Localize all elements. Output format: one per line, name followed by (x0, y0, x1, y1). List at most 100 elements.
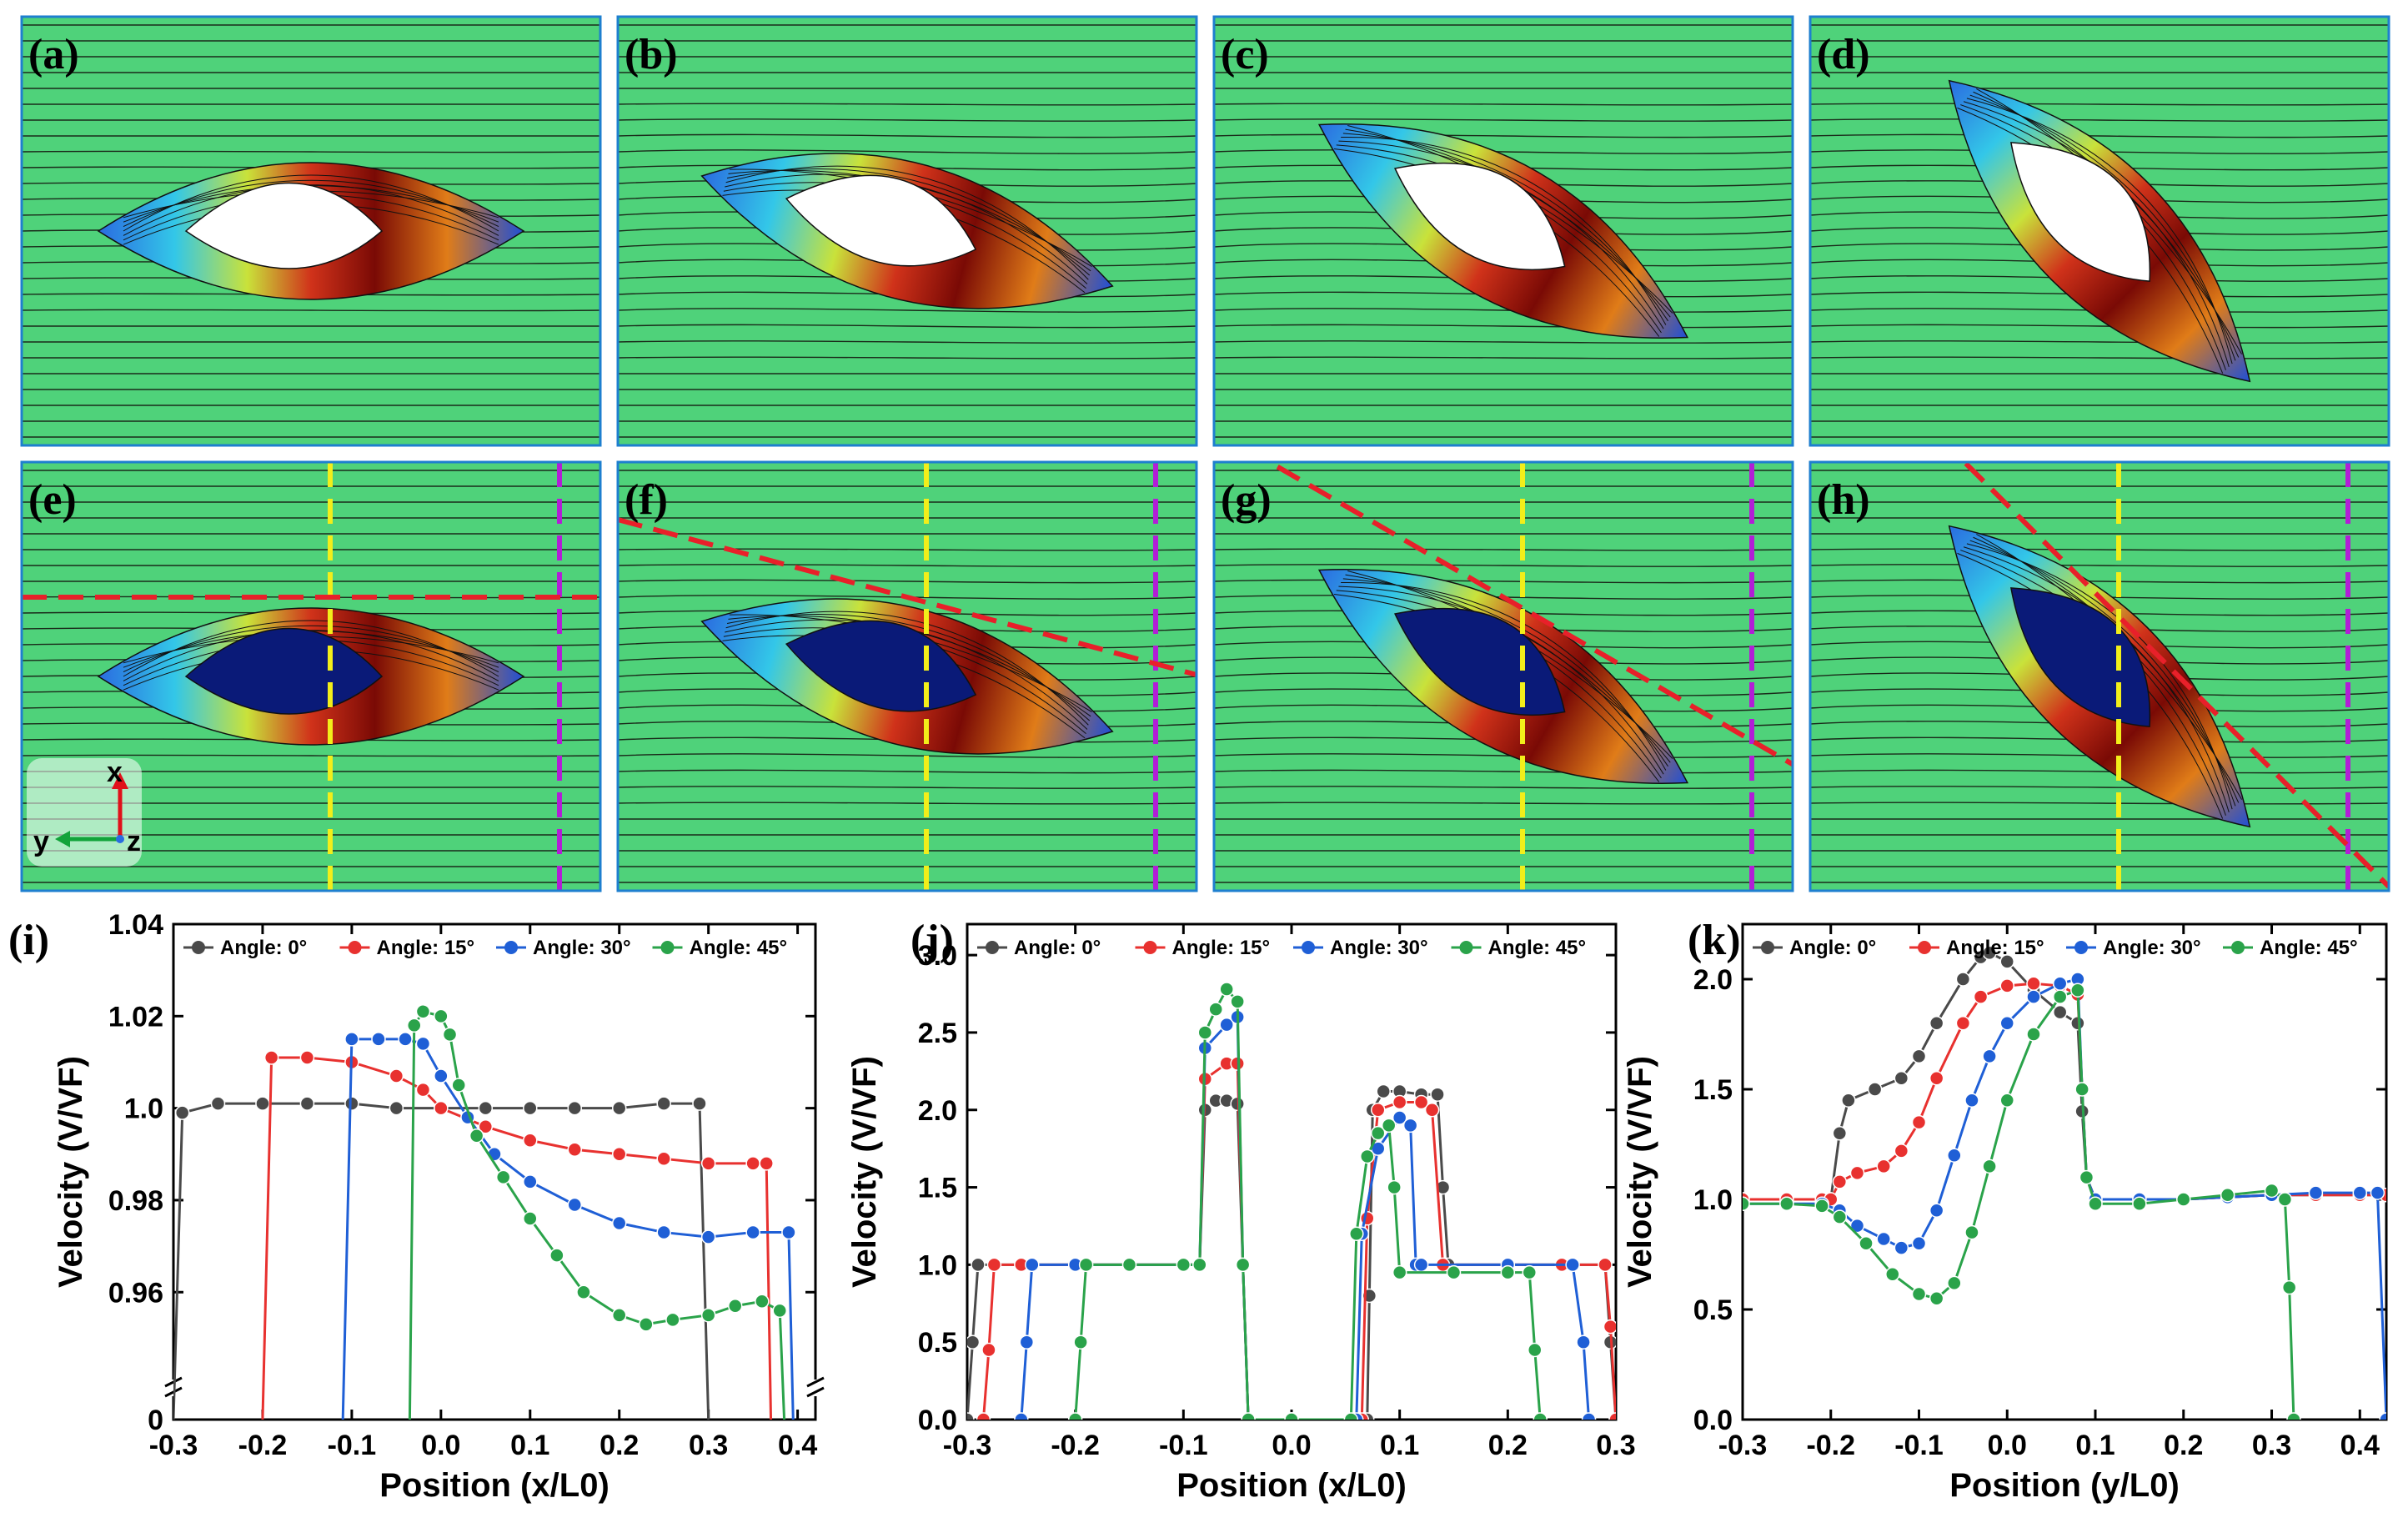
data-point (2352, 1185, 2368, 1200)
y-tick-label: 0.0 (1693, 1405, 1733, 1436)
x-tick-label: -0.3 (149, 1430, 198, 1461)
data-point (523, 1133, 538, 1148)
y-axis-title: Velocity (V/VF) (53, 1056, 89, 1288)
streamline (1810, 532, 2389, 535)
data-point (1911, 1236, 1927, 1251)
streamline (1214, 833, 1793, 837)
plot-frame (966, 922, 1618, 1421)
streamline (618, 786, 1196, 789)
y-tick-label: 2.5 (918, 1018, 957, 1049)
flow-field (618, 24, 1196, 438)
data-point (1241, 1412, 1256, 1420)
data-point (1014, 1412, 1029, 1420)
data-point (1955, 972, 1971, 987)
panel-label: (g) (1221, 476, 1272, 524)
x-axis-title: Position (y/L0) (1949, 1467, 2180, 1504)
data-point (1982, 1048, 1997, 1064)
streamline (1214, 769, 1793, 774)
panel-frame (616, 460, 1198, 892)
data-point (371, 1032, 386, 1047)
data-point (210, 1096, 226, 1111)
streamline (1214, 564, 1793, 567)
y-tick-label: 0.98 (108, 1185, 163, 1217)
streamline (618, 340, 1196, 344)
data-point (415, 1036, 431, 1052)
data-point (2277, 1192, 2293, 1207)
data-point (523, 1174, 538, 1189)
streamline (1810, 118, 2389, 122)
data-point (1911, 1286, 1927, 1302)
series-line-2 (1020, 1014, 1591, 1420)
panel-label: (h) (1817, 476, 1870, 524)
data-point (1219, 982, 1234, 997)
data-point (611, 1100, 627, 1116)
legend-entry: Angle: 45° (690, 937, 788, 959)
data-point (2220, 1187, 2235, 1203)
data-point (665, 1312, 680, 1328)
streamline (22, 580, 600, 583)
streamline (1214, 149, 1793, 154)
streamline (22, 150, 600, 153)
panel-label: (b) (625, 31, 678, 78)
shell-streamline (1341, 581, 1667, 771)
cavity (785, 174, 977, 267)
data-point (1929, 1203, 1944, 1218)
cavity (2010, 142, 2151, 282)
cavity (184, 627, 384, 715)
panel-frame (1809, 15, 2390, 447)
y-tick-label: 1.02 (108, 1001, 163, 1033)
data-point (1565, 1257, 1580, 1273)
data-point (434, 1068, 449, 1083)
data-point (755, 1294, 770, 1309)
y-tick-label: 1.0 (918, 1249, 957, 1281)
data-point (1528, 1342, 1543, 1358)
streamline (618, 372, 1196, 375)
flow-field (1214, 24, 1793, 438)
data-point (1376, 1083, 1391, 1099)
streamline (618, 769, 1196, 774)
data-point (523, 1211, 538, 1226)
x-tick-label: 0.0 (421, 1430, 460, 1461)
data-point (2052, 976, 2068, 992)
data-point (567, 1100, 582, 1116)
data-point (263, 1050, 279, 1065)
x-tick-label: 0.0 (1988, 1430, 2027, 1461)
data-point (976, 1412, 991, 1420)
streamline (1214, 516, 1793, 520)
streamline (618, 548, 1196, 551)
data-point (434, 1100, 449, 1116)
streamline (618, 308, 1196, 313)
y-tick-label: 1.5 (918, 1173, 957, 1204)
y-arrowhead (55, 831, 70, 847)
data-point (2026, 976, 2041, 992)
shell-streamline (123, 620, 499, 677)
legend-swatch-marker (2074, 941, 2088, 954)
streamline (618, 564, 1196, 567)
data-point (2286, 1412, 2301, 1420)
streamline (1810, 103, 2389, 106)
data-point (986, 1257, 1002, 1273)
streamline (1810, 802, 2389, 805)
streamline (22, 340, 600, 344)
z-axis-dot (116, 835, 124, 843)
legend-swatch-marker (504, 941, 518, 954)
data-point (2379, 1412, 2386, 1420)
data-point (1413, 1094, 1429, 1110)
legend-swatch-marker (1459, 941, 1473, 954)
data-point (1073, 1334, 1088, 1350)
streamline (618, 802, 1196, 805)
legend-entry: Angle: 0° (1789, 937, 1876, 959)
streamline (22, 309, 600, 312)
data-point (700, 1229, 716, 1244)
data-point (1392, 1094, 1407, 1110)
x-tick-label: 0.2 (599, 1430, 639, 1461)
y-tick-label: 0.5 (1693, 1294, 1733, 1326)
flow-panel-1: (a) (20, 15, 602, 447)
data-point (745, 1156, 760, 1171)
streamline (1810, 548, 2389, 551)
x-tick-label: 0.0 (1272, 1430, 1311, 1461)
x-tick-label: 0.1 (510, 1430, 549, 1461)
y-axis-title: Velocity (V/VF) (846, 1056, 883, 1288)
streamline (1214, 340, 1793, 344)
data-point (389, 1068, 404, 1083)
